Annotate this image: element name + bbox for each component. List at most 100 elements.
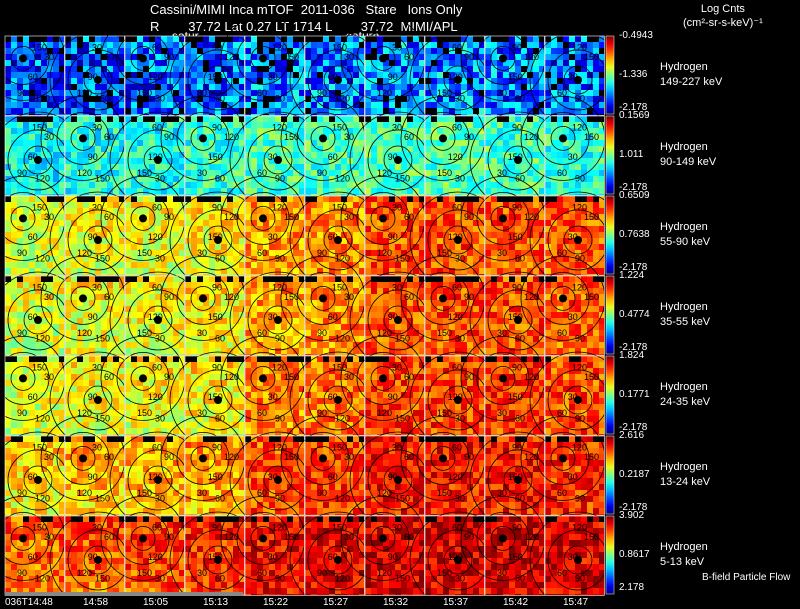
- heatmap-cell: [35, 48, 41, 54]
- heatmap-cell: [125, 348, 131, 354]
- heatmap-cell: [395, 66, 401, 72]
- heatmap-cell: [509, 102, 515, 108]
- heatmap-cell: [119, 208, 125, 214]
- heatmap-cell: [245, 146, 251, 152]
- heatmap-cell: [125, 72, 131, 78]
- heatmap-cell: [479, 134, 485, 140]
- heatmap-cell: [401, 60, 407, 66]
- heatmap-cell: [395, 232, 401, 238]
- heatmap-cell: [191, 116, 197, 122]
- heatmap-cell: [419, 194, 425, 196]
- heatmap-cell: [29, 276, 35, 282]
- heatmap-cell: [467, 60, 473, 66]
- heatmap-cell: [179, 102, 185, 108]
- heatmap-cell: [251, 196, 257, 202]
- heatmap-cell: [197, 164, 203, 170]
- heatmap-cell: [167, 196, 173, 202]
- heatmap-cell: [581, 256, 587, 262]
- heatmap-cell: [413, 238, 419, 244]
- heatmap-cell: [101, 42, 107, 48]
- heatmap-cell: [65, 146, 71, 152]
- heatmap-cell: [539, 202, 545, 208]
- heatmap-cell: [167, 250, 173, 256]
- heatmap-cell: [515, 232, 521, 238]
- heatmap-cell: [551, 244, 557, 250]
- heatmap-cell: [59, 134, 65, 140]
- heatmap-cell: [401, 66, 407, 72]
- heatmap-cell: [11, 268, 17, 274]
- heatmap-cell: [5, 342, 11, 348]
- heatmap-cell: [413, 176, 419, 182]
- heatmap-cell: [23, 96, 29, 102]
- heatmap-cell: [23, 262, 29, 268]
- heatmap-cell: [215, 250, 221, 256]
- heatmap-cell: [437, 208, 443, 214]
- heatmap-cell: [71, 256, 77, 262]
- heatmap-cell: [125, 300, 131, 306]
- heatmap-cell: [533, 244, 539, 250]
- heatmap-cell: [443, 42, 449, 48]
- heatmap-cell: [323, 146, 329, 152]
- heatmap-cell: [377, 176, 383, 182]
- heatmap-cell: [17, 276, 23, 282]
- heatmap-cell: [599, 90, 605, 96]
- heatmap-cell: [419, 66, 425, 72]
- heatmap-cell: [83, 54, 89, 60]
- heatmap-cell: [41, 250, 47, 256]
- heatmap-cell: [581, 232, 587, 238]
- heatmap-cell: [221, 102, 227, 108]
- heatmap-cell: [497, 208, 503, 214]
- heatmap-cell: [233, 152, 239, 158]
- heatmap-cell: [377, 96, 383, 102]
- heatmap-cell: [59, 214, 65, 220]
- heatmap-cell: [431, 66, 437, 72]
- heatmap-cell: [503, 36, 509, 42]
- contour-ring: [323, 65, 353, 95]
- heatmap-cell: [317, 116, 323, 122]
- heatmap-cell: [89, 72, 95, 78]
- heatmap-cell: [35, 128, 41, 134]
- heatmap-cell: [263, 220, 269, 226]
- heatmap-cell: [143, 274, 149, 276]
- heatmap-cell: [341, 268, 347, 274]
- heatmap-cell: [449, 122, 455, 128]
- heatmap-cell: [329, 208, 335, 214]
- heatmap-cell: [221, 54, 227, 60]
- heatmap-cell: [563, 108, 569, 114]
- heatmap-cell: [575, 274, 581, 276]
- heatmap-cell: [341, 36, 347, 42]
- heatmap-cell: [167, 226, 173, 232]
- heatmap-cell: [455, 158, 461, 164]
- heatmap-cell: [389, 250, 395, 256]
- heatmap-cell: [557, 262, 563, 268]
- heatmap-cell: [473, 250, 479, 256]
- heatmap-cell: [479, 78, 485, 84]
- heatmap-cell: [161, 238, 167, 244]
- heatmap-cell: [563, 36, 569, 42]
- heatmap-cell: [257, 60, 263, 66]
- heatmap-cell: [233, 102, 239, 108]
- heatmap-cell: [539, 220, 545, 226]
- heatmap-cell: [173, 176, 179, 182]
- heatmap-cell: [527, 256, 533, 262]
- heatmap-cell: [425, 72, 431, 78]
- heatmap-cell: [467, 256, 473, 262]
- heatmap-cell: [317, 122, 323, 128]
- heatmap-cell: [431, 102, 437, 108]
- heatmap-cell: [125, 188, 131, 194]
- heatmap-cell: [539, 226, 545, 232]
- heatmap-cell: [335, 114, 341, 116]
- heatmap-cell: [521, 134, 527, 140]
- heatmap-cell: [551, 102, 557, 108]
- heatmap-cell: [401, 108, 407, 114]
- heatmap-cell: [233, 90, 239, 96]
- heatmap-cell: [221, 116, 227, 122]
- heatmap-cell: [281, 134, 287, 140]
- heatmap-cell: [455, 128, 461, 134]
- heatmap-cell: [563, 42, 569, 48]
- heatmap-cell: [503, 42, 509, 48]
- heatmap-cell: [569, 48, 575, 54]
- heatmap-cell: [455, 194, 461, 196]
- heatmap-cell: [485, 214, 491, 220]
- heatmap-cell: [209, 196, 215, 202]
